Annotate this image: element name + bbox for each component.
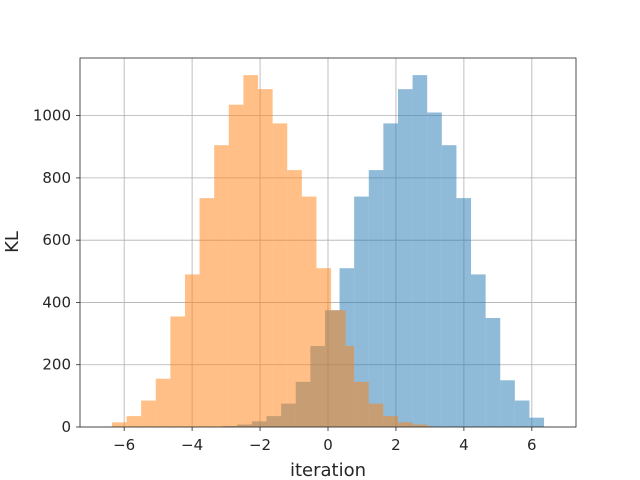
histogram-bar-series-2 <box>316 268 332 427</box>
histogram-bar-series-2 <box>170 316 185 427</box>
x-tick-label: 4 <box>459 436 469 454</box>
histogram-bars <box>111 75 545 428</box>
histogram-bar-series-1 <box>397 89 413 427</box>
histogram-bar-series-2 <box>354 381 369 427</box>
histogram-bar-series-1 <box>412 75 428 427</box>
histogram-bar-series-1 <box>456 198 472 427</box>
histogram-bar-series-1 <box>354 196 369 427</box>
histogram-bar-series-2 <box>184 274 200 427</box>
y-tick-label: 600 <box>42 231 71 249</box>
histogram-bar-series-2 <box>199 198 215 427</box>
y-tick-label: 0 <box>61 418 71 436</box>
histogram-bar-series-2 <box>258 89 273 427</box>
histogram-bar-series-1 <box>500 380 515 427</box>
histogram-bar-series-2 <box>214 145 229 427</box>
y-tick-label: 800 <box>42 169 71 187</box>
histogram-bar-series-2 <box>126 416 142 427</box>
histogram-bar-series-2 <box>368 403 384 427</box>
y-axis-ticks: 0 200 400 600 800 1000 <box>33 107 80 436</box>
plot-area <box>79 57 577 428</box>
histogram-bar-series-2 <box>155 378 171 427</box>
histogram-bar-series-1 <box>441 145 457 427</box>
y-axis-label: KL <box>2 231 23 253</box>
histogram-bar-series-2 <box>383 416 398 427</box>
histogram-bar-series-1 <box>368 170 384 428</box>
histogram-bar-series-2 <box>243 75 259 427</box>
histogram-bar-series-1 <box>529 417 545 427</box>
histogram-bar-series-2 <box>397 422 413 427</box>
x-tick-label: −2 <box>249 436 271 454</box>
histogram-bar-series-2 <box>412 424 428 427</box>
histogram-bar-series-1 <box>427 112 442 428</box>
histogram-bar-series-2 <box>141 400 156 427</box>
x-axis-label: iteration <box>290 460 366 480</box>
histogram-bar-series-1 <box>471 274 486 427</box>
histogram-bar-series-2 <box>427 426 434 427</box>
x-tick-label: 0 <box>323 436 333 454</box>
x-tick-label: 2 <box>391 436 401 454</box>
histogram-bar-series-1 <box>485 318 501 427</box>
x-tick-label: −4 <box>181 436 203 454</box>
x-tick-label: −6 <box>113 436 135 454</box>
histogram-bar-series-2 <box>111 422 127 427</box>
x-axis-ticks: −6 −4 −2 0 2 4 6 <box>113 427 537 454</box>
histogram-bar-series-1 <box>383 123 398 428</box>
histogram-bar-series-2 <box>331 310 346 427</box>
y-tick-label: 1000 <box>33 107 71 125</box>
histogram-bar-series-2 <box>287 170 302 428</box>
histogram-bar-series-2 <box>301 196 317 427</box>
histogram-bar-series-2 <box>345 346 355 427</box>
y-tick-label: 400 <box>42 293 71 311</box>
histogram-bar-series-2 <box>272 123 288 428</box>
y-tick-label: 200 <box>42 356 71 374</box>
histogram-bar-series-2 <box>228 104 244 427</box>
x-tick-label: 6 <box>527 436 537 454</box>
histogram-bar-series-1 <box>514 400 530 427</box>
